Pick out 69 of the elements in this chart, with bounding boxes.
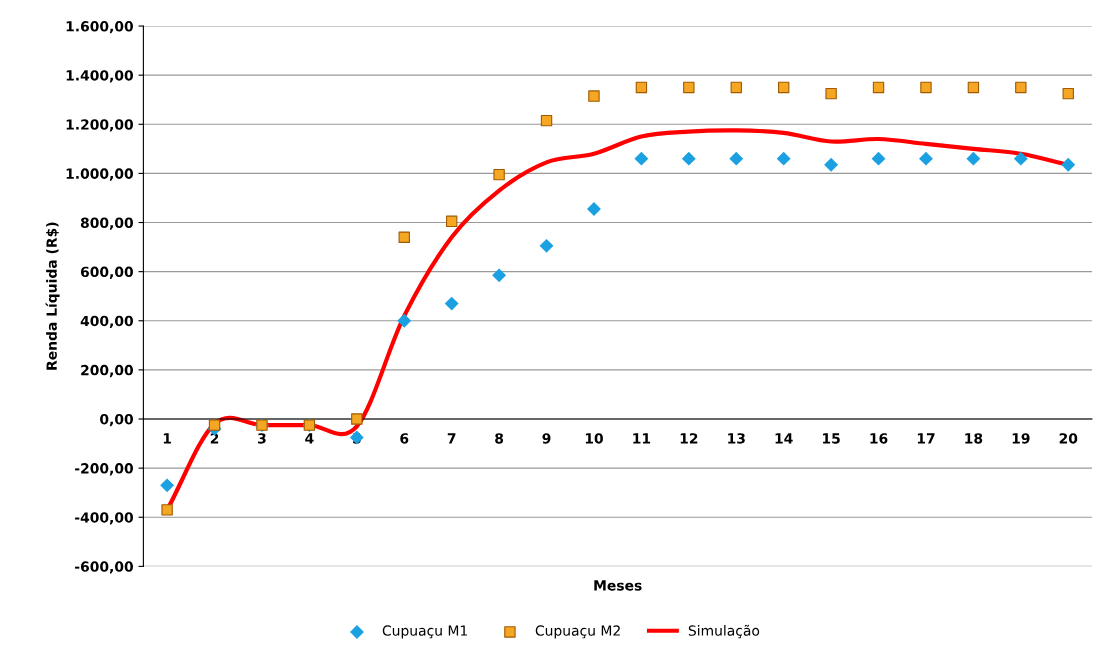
x-tick-label: 6 bbox=[400, 433, 409, 444]
point bbox=[161, 504, 173, 516]
point bbox=[872, 81, 885, 94]
y-tick-label: 1.200,00 bbox=[66, 119, 134, 132]
x-tick-label: 16 bbox=[870, 433, 888, 444]
x-tick-label: 3 bbox=[258, 433, 266, 444]
point bbox=[729, 151, 744, 166]
point bbox=[683, 81, 695, 94]
x-tick-label: 11 bbox=[633, 433, 651, 444]
point bbox=[208, 419, 221, 431]
point bbox=[871, 151, 886, 166]
y-tick-label: 800,00 bbox=[80, 217, 134, 230]
point bbox=[777, 81, 790, 94]
y-tick-label: -600,00 bbox=[75, 561, 134, 574]
point bbox=[493, 168, 505, 181]
point bbox=[351, 413, 363, 425]
x-tick-label: 4 bbox=[305, 433, 314, 444]
point bbox=[681, 151, 696, 166]
y-tick-label: 1.400,00 bbox=[66, 70, 134, 83]
point bbox=[540, 114, 553, 127]
y-tick-label: 200,00 bbox=[81, 364, 134, 378]
x-tick-label: 12 bbox=[680, 433, 698, 444]
x-tick-label: 20 bbox=[1059, 433, 1078, 444]
point bbox=[730, 81, 742, 94]
point bbox=[634, 151, 649, 166]
y-tick-label: -200,00 bbox=[75, 463, 134, 476]
x-tick-label: 14 bbox=[775, 433, 793, 444]
point bbox=[920, 81, 932, 94]
y-axis-title: Renda Líquida (R$) bbox=[45, 222, 60, 370]
x-tick-label: 19 bbox=[1012, 433, 1030, 444]
y-tick-label: 1.000,00 bbox=[66, 168, 134, 181]
legend-label: Simulação bbox=[688, 624, 760, 639]
x-tick-label: 18 bbox=[965, 433, 983, 444]
x-tick-label: 8 bbox=[495, 433, 504, 444]
legend-label: Cupuaçu M2 bbox=[535, 625, 620, 639]
point bbox=[160, 478, 175, 493]
point bbox=[635, 81, 648, 94]
point bbox=[776, 151, 791, 166]
x-tick-label: 10 bbox=[585, 433, 603, 444]
point bbox=[1062, 87, 1074, 100]
point bbox=[398, 231, 410, 243]
point bbox=[824, 157, 839, 172]
point bbox=[966, 151, 981, 166]
x-tick-label: 9 bbox=[542, 433, 551, 444]
point bbox=[445, 215, 458, 228]
point bbox=[539, 238, 554, 253]
legend-label: Cupuaçu M1 bbox=[382, 625, 467, 639]
point bbox=[588, 90, 600, 102]
point bbox=[919, 151, 933, 166]
point bbox=[1013, 151, 1028, 166]
point bbox=[587, 202, 601, 216]
x-tick-label: 17 bbox=[917, 433, 935, 444]
point bbox=[967, 81, 980, 94]
y-tick-label: 0,00 bbox=[100, 413, 133, 427]
x-tick-label: 13 bbox=[728, 433, 745, 444]
point bbox=[1015, 81, 1027, 94]
x-tick-label: 15 bbox=[823, 433, 840, 444]
x-axis-title: Meses bbox=[594, 580, 642, 591]
point bbox=[444, 296, 459, 311]
y-tick-label: 1.600,00 bbox=[66, 21, 134, 34]
x-tick-label: 1 bbox=[163, 433, 171, 444]
point bbox=[492, 268, 507, 283]
y-tick-label: 600,00 bbox=[80, 266, 134, 279]
point bbox=[825, 87, 837, 100]
x-tick-label: 7 bbox=[447, 433, 456, 444]
point bbox=[1061, 157, 1076, 172]
point bbox=[397, 313, 412, 328]
y-tick-label: 400,00 bbox=[80, 315, 134, 329]
y-tick-label: -400,00 bbox=[75, 512, 134, 525]
